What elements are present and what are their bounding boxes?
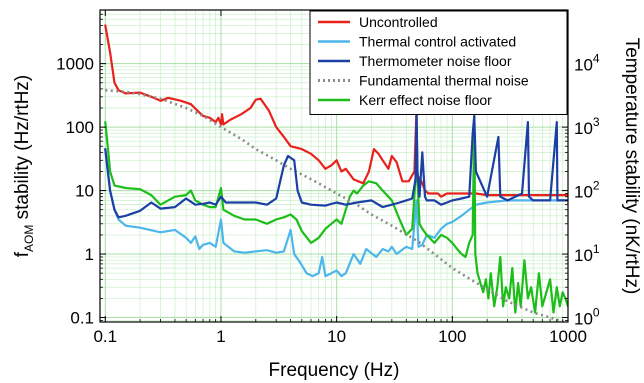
y-tick-label: 1	[85, 245, 94, 264]
legend-label: Thermal control activated	[359, 34, 516, 50]
y-tick-label: 10	[75, 182, 94, 201]
y-right-tick-label: 101	[574, 242, 600, 265]
series-layer	[104, 24, 568, 322]
y-tick-label: 1000	[56, 55, 94, 74]
series-line-uncontrolled	[104, 24, 568, 198]
y-tick-label: 100	[66, 118, 94, 137]
legend-label: Thermometer noise floor	[359, 53, 512, 69]
y-right-tick-label: 103	[574, 115, 600, 138]
y-axis-title-sub: AOM	[22, 225, 36, 252]
x-tick-label: 1	[216, 327, 225, 346]
y-right-tick-label: 102	[574, 179, 600, 202]
series-line-thermal-control-activated	[104, 148, 568, 278]
y-right-tick-base: 10	[574, 119, 593, 138]
y-right-tick-label: 104	[574, 52, 600, 75]
y-right-tick-exp: 1	[593, 242, 600, 256]
legend: Uncontrolled Thermal control activated The…	[309, 10, 568, 115]
y-right-tick-exp: 0	[593, 306, 600, 320]
y-right-tick-base: 10	[574, 183, 593, 202]
ticks-layer: 0.1 1 10 100 10000.1110100100010010110210310…	[56, 9, 600, 346]
plot-frame	[99, 9, 569, 323]
series-line-thermometer-noise-floor	[104, 111, 568, 219]
x-tick-label: 100	[438, 327, 466, 346]
y-right-tick-exp: 3	[593, 115, 600, 129]
y-right-tick-exp: 2	[593, 179, 600, 193]
y-right-axis-title: Temperature stability (nK/rtHz)	[621, 38, 642, 295]
legend-label: Uncontrolled	[359, 14, 438, 30]
legend-label: Fundamental thermal noise	[359, 73, 529, 89]
y-axis-title: fAOM stability (Hz/rtHz)	[12, 75, 36, 258]
y-right-tick-base: 10	[574, 56, 593, 75]
x-axis-title: Frequency (Hz)	[269, 360, 400, 381]
y-right-tick-label: 100	[574, 306, 600, 329]
legend-label: Kerr effect noise floor	[359, 92, 492, 108]
y-right-tick-base: 10	[574, 246, 593, 265]
y-right-tick-base: 10	[574, 310, 593, 329]
y-axis-title-rest: stability (Hz/rtHz)	[12, 75, 33, 225]
x-tick-label: 1000	[549, 327, 587, 346]
y-right-tick-exp: 4	[593, 52, 600, 66]
y-tick-label: 0.1	[70, 309, 94, 328]
y-axis-title-main: f	[12, 251, 33, 257]
legend-box	[309, 10, 568, 115]
x-tick-label: 0.1	[93, 327, 117, 346]
x-tick-label: 10	[327, 327, 346, 346]
